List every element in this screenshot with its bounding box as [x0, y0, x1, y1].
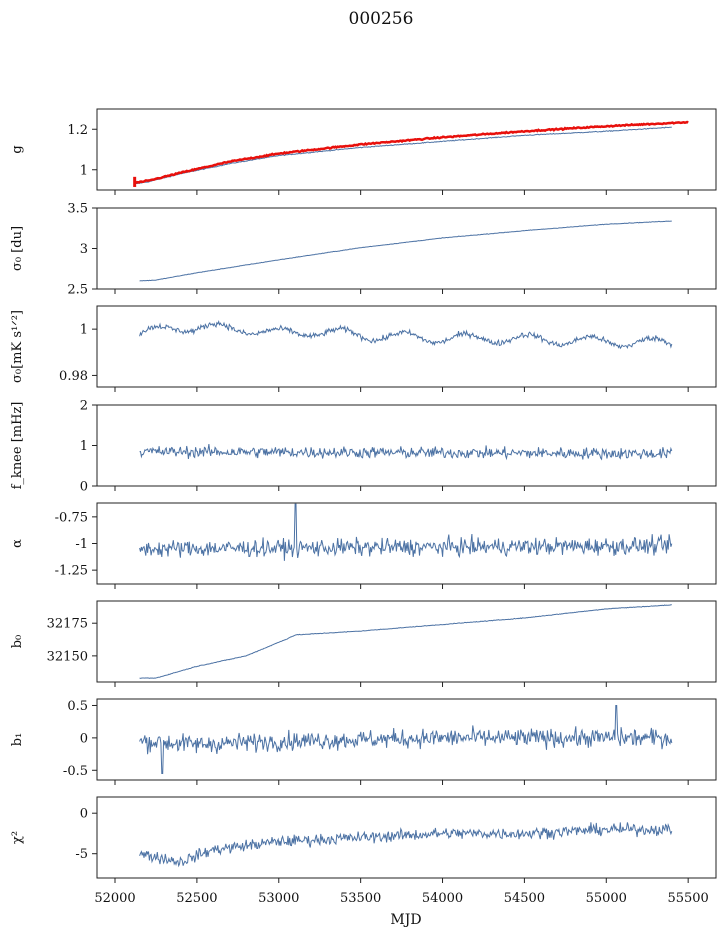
y-tick-label: 0: [80, 731, 88, 746]
panels: 1 1.2 g 2.5 3 3.5 σ₀ [du] 0.98 1 σ₀[mK s¹ᐟ²] 0 1 2 f_…: [10, 108, 717, 883]
y-tick-label: 1: [80, 323, 88, 338]
y-tick-label: 32175: [47, 617, 88, 632]
x-tick-label: 55500: [667, 891, 708, 906]
panel-alpha: -1.25 -1 -0.75 α: [10, 502, 717, 589]
y-tick-label: 1: [80, 439, 88, 454]
x-tick-label: 54500: [504, 891, 545, 906]
y-axis-label: g: [10, 145, 25, 153]
panel-frame: [96, 207, 717, 290]
y-tick-label: 0.5: [67, 699, 88, 714]
y-tick-label: 3.5: [67, 202, 88, 217]
y-axis-label: α: [10, 539, 25, 548]
series-line: [139, 444, 673, 461]
y-tick-label: 32150: [47, 649, 88, 664]
panel-chi2: -5 0 χ²: [10, 796, 717, 883]
series-line: [139, 822, 673, 868]
series-line: [139, 604, 672, 679]
y-tick-label: 0: [80, 480, 88, 495]
y-tick-label: 1.2: [67, 123, 88, 138]
x-tick-label: 52000: [94, 891, 135, 906]
y-axis-label: σ₀ [du]: [10, 226, 25, 271]
y-tick-label: 1: [80, 163, 88, 178]
panel-b1: -0.5 0 0.5 b₁: [10, 698, 717, 785]
y-tick-label: -5: [75, 847, 88, 862]
series-line: [134, 126, 672, 185]
y-tick-label: 0.98: [59, 369, 88, 384]
x-axis: 52000 52500 53000 53500 54000 54500 55000 55500: [94, 891, 709, 906]
panel-sigma0_du: 2.5 3 3.5 σ₀ [du]: [10, 202, 717, 298]
overlay-line: [134, 120, 689, 185]
panel-frame: [96, 600, 717, 683]
y-axis-label: χ²: [10, 831, 25, 844]
x-axis-label: MJD: [390, 912, 421, 928]
y-axis-label: f_knee [mHz]: [10, 402, 25, 490]
panel-b0: 32150 32175 b₀: [10, 600, 717, 687]
y-tick-label: -1.25: [55, 564, 88, 579]
figure-title: 000256: [349, 9, 414, 29]
panel-g: 1 1.2 g: [10, 108, 717, 195]
series-line: [139, 220, 672, 282]
panel-frame: [96, 108, 717, 191]
y-axis-label: σ₀[mK s¹ᐟ²]: [10, 310, 25, 383]
panel-sigma0_mk: 0.98 1 σ₀[mK s¹ᐟ²]: [10, 305, 717, 392]
panel-frame: [96, 404, 717, 487]
series-line: [139, 319, 673, 350]
y-tick-label: 2.5: [67, 283, 88, 298]
y-tick-label: 3: [80, 242, 88, 257]
y-axis-label: b₁: [10, 733, 25, 747]
panel-fknee: 0 1 2 f_knee [mHz]: [10, 399, 717, 495]
series-line: [139, 503, 673, 561]
x-tick-label: 52500: [176, 891, 217, 906]
x-tick-label: 55000: [586, 891, 627, 906]
panel-frame: [96, 305, 717, 388]
y-tick-label: -0.75: [55, 510, 88, 525]
y-tick-label: 2: [80, 399, 88, 414]
y-tick-label: -0.5: [63, 764, 88, 779]
panel-frame: [96, 698, 717, 781]
x-tick-label: 54000: [422, 891, 463, 906]
y-tick-label: -1: [75, 537, 88, 552]
y-tick-label: 0: [80, 807, 88, 822]
y-axis-label: b₀: [10, 635, 25, 649]
x-tick-label: 53500: [340, 891, 381, 906]
x-tick-label: 53000: [258, 891, 299, 906]
panel-frame: [96, 796, 717, 879]
series-line: [139, 705, 673, 774]
